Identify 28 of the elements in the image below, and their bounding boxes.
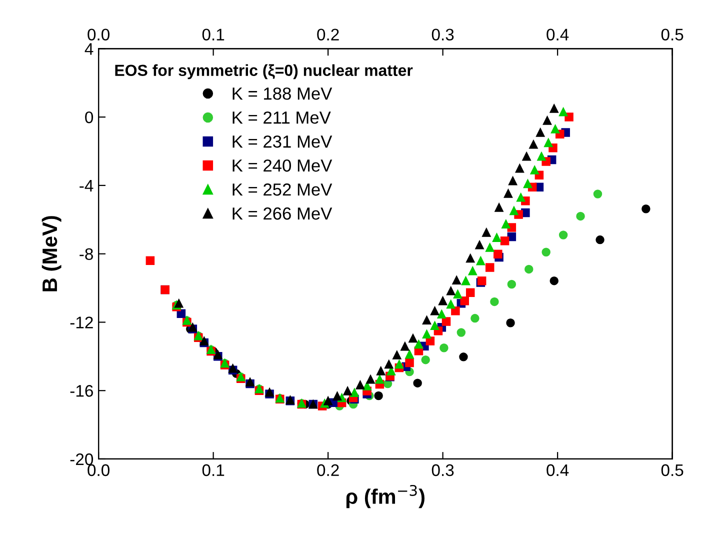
legend-label: K = 188 MeV — [232, 87, 332, 100]
x2-tick-label: 0.4 — [546, 28, 569, 41]
y-tick-label: -8 — [80, 248, 93, 260]
x-axis-title: ρ (fm$^{−3}$) — [346, 484, 424, 508]
x-tick-label: 0.3 — [432, 464, 454, 476]
legend-label: K = 211 MeV — [232, 111, 331, 124]
legend-label: K = 266 MeV — [232, 207, 332, 220]
y-tick-label: -12 — [70, 316, 93, 328]
x-tick-label: 0.5 — [661, 464, 684, 476]
x2-tick-label: 0.3 — [432, 28, 454, 41]
legend-label: K = 231 MeV — [232, 135, 332, 148]
legend-title: EOS for symmetric (ξ=0) nuclear matter — [115, 64, 413, 80]
legend-label: K = 252 MeV — [232, 183, 332, 196]
x-tick-label: 0.0 — [88, 464, 110, 476]
x2-tick-label: 0.5 — [661, 28, 684, 41]
x2-tick-label: 0.0 — [88, 28, 110, 41]
y-tick-label: -16 — [70, 385, 93, 397]
x2-tick-label: 0.1 — [202, 28, 224, 41]
y-tick-label: 0 — [85, 111, 94, 124]
y-tick-label: -20 — [70, 453, 94, 466]
legend-label: K = 240 MeV — [232, 159, 332, 172]
x2-tick-label: 0.2 — [317, 28, 339, 41]
y-tick-label: 4 — [84, 43, 94, 55]
x-tick-label: 0.2 — [317, 464, 339, 476]
x-tick-label: 0.1 — [202, 464, 224, 476]
x-tick-label: 0.4 — [546, 464, 569, 476]
y-axis-title: B (MeV) — [42, 216, 62, 292]
y-tick-label: -4 — [80, 180, 94, 192]
